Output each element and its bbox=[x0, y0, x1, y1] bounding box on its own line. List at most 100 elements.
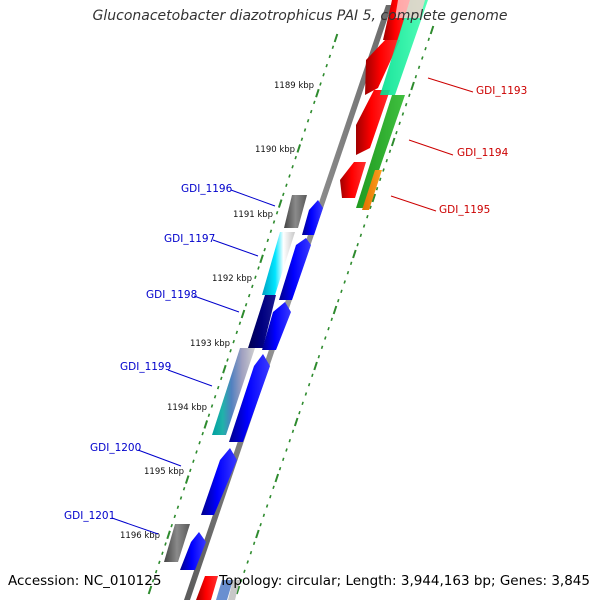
major-tick bbox=[240, 309, 246, 319]
minor-tick bbox=[325, 63, 328, 68]
gene-label-gdi-1197[interactable]: GDI_1197 bbox=[164, 233, 215, 245]
gene-gdi-1201-arrow[interactable] bbox=[180, 532, 206, 570]
minor-tick bbox=[263, 247, 266, 252]
kbp-label: 1192 kbp bbox=[212, 274, 252, 284]
kbp-label: 1196 kbp bbox=[120, 531, 160, 541]
accession-text: Accession: NC_010125 bbox=[8, 573, 162, 589]
minor-tick bbox=[269, 494, 272, 499]
gene-gdi-1198-arrow[interactable] bbox=[262, 302, 291, 350]
major-tick bbox=[429, 25, 435, 35]
gene-arrow[interactable] bbox=[216, 580, 233, 600]
gene-labels: GDI_1193 GDI_1194 GDI_1195 GDI_1196 GDI_… bbox=[64, 85, 527, 522]
right-tick-track bbox=[235, 25, 435, 595]
minor-tick bbox=[294, 155, 297, 160]
minor-tick bbox=[300, 137, 304, 141]
minor-tick bbox=[395, 130, 398, 135]
minor-tick bbox=[213, 395, 217, 399]
minor-tick bbox=[266, 238, 270, 243]
minor-tick bbox=[182, 487, 186, 491]
minor-tick bbox=[210, 404, 214, 408]
gene-green-arrow[interactable] bbox=[356, 95, 405, 208]
gene-gdi-1197-cyan-arrow[interactable] bbox=[262, 232, 295, 295]
gene-gdi-1200-arrow[interactable] bbox=[201, 448, 237, 515]
minor-tick bbox=[252, 541, 256, 546]
major-tick bbox=[235, 585, 241, 595]
minor-tick bbox=[164, 542, 167, 546]
gene-gdi-1195-arrow[interactable] bbox=[340, 162, 366, 198]
minor-tick bbox=[366, 214, 369, 219]
minor-tick bbox=[238, 321, 242, 325]
minor-tick bbox=[192, 459, 195, 463]
minor-tick bbox=[244, 303, 248, 307]
minor-tick bbox=[151, 579, 155, 583]
minor-tick bbox=[251, 284, 254, 289]
gene-faint-arrow[interactable] bbox=[395, 0, 425, 18]
gene-gdi-1194-arrow[interactable] bbox=[356, 90, 390, 155]
minor-tick bbox=[189, 468, 192, 473]
minor-tick bbox=[369, 205, 372, 210]
gene-arrow[interactable] bbox=[228, 580, 240, 600]
minor-tick bbox=[307, 382, 311, 387]
gene-arrow[interactable] bbox=[196, 576, 218, 600]
minor-tick bbox=[356, 242, 359, 247]
minor-tick bbox=[272, 220, 276, 224]
gene-label-gdi-1198[interactable]: GDI_1198 bbox=[146, 289, 197, 301]
minor-tick bbox=[375, 186, 379, 191]
minor-tick bbox=[309, 109, 313, 114]
gene-label-gdi-1193[interactable]: GDI_1193 bbox=[476, 85, 527, 97]
gene-mint-arrow[interactable] bbox=[380, 0, 428, 95]
reverse-strand-genes bbox=[164, 195, 323, 600]
gene-label-gdi-1199[interactable]: GDI_1199 bbox=[120, 361, 171, 373]
minor-tick bbox=[298, 410, 301, 415]
kbp-label: 1193 kbp bbox=[190, 339, 230, 349]
gene-arrow[interactable] bbox=[365, 40, 400, 95]
kbp-label: 1194 kbp bbox=[167, 403, 207, 413]
gene-grey-arrow[interactable] bbox=[164, 524, 190, 562]
minor-tick bbox=[328, 54, 332, 59]
gene-gdi-1197-arrow[interactable] bbox=[279, 238, 311, 300]
gene-gdi-1199-arrow[interactable] bbox=[229, 354, 270, 442]
gene-gdi-1198-navy-arrow[interactable] bbox=[248, 295, 276, 348]
gene-label-gdi-1194[interactable]: GDI_1194 bbox=[457, 147, 509, 159]
gene-label-gdi-1201[interactable]: GDI_1201 bbox=[64, 510, 115, 522]
minor-tick bbox=[173, 514, 177, 519]
minor-tick bbox=[327, 326, 330, 331]
minor-tick bbox=[243, 569, 246, 574]
minor-tick bbox=[201, 431, 204, 436]
minor-tick bbox=[346, 270, 350, 275]
label-leaders bbox=[111, 77, 474, 535]
minor-tick bbox=[161, 551, 164, 555]
minor-tick bbox=[398, 121, 401, 126]
gene-gdi-1199-mixed-arrow[interactable] bbox=[212, 348, 255, 435]
minor-tick bbox=[424, 46, 427, 51]
minor-tick bbox=[257, 266, 260, 270]
gene-orange-arrow[interactable] bbox=[362, 170, 382, 210]
minor-tick bbox=[232, 339, 235, 344]
kbp-label: 1195 kbp bbox=[144, 467, 184, 477]
minor-tick bbox=[272, 485, 275, 490]
genome-backbone bbox=[184, 5, 392, 600]
minor-tick bbox=[220, 376, 223, 381]
gene-label-gdi-1200[interactable]: GDI_1200 bbox=[90, 442, 141, 454]
major-tick bbox=[222, 364, 227, 374]
minor-tick bbox=[158, 560, 161, 565]
minor-tick bbox=[337, 298, 340, 303]
kbp-label: 1191 kbp bbox=[233, 210, 273, 220]
kbp-label: 1190 kbp bbox=[255, 145, 295, 155]
minor-tick bbox=[379, 177, 382, 182]
minor-tick bbox=[303, 128, 307, 132]
gene-gdi-1196-arrow[interactable] bbox=[302, 200, 323, 235]
minor-tick bbox=[198, 441, 201, 445]
major-tick bbox=[255, 529, 260, 539]
gene-label-gdi-1196[interactable]: GDI_1196 bbox=[181, 183, 233, 195]
minor-tick bbox=[319, 82, 322, 86]
minor-tick bbox=[408, 93, 411, 98]
minor-tick bbox=[427, 37, 430, 42]
gene-grey-arrow[interactable] bbox=[284, 195, 307, 228]
minor-tick bbox=[414, 74, 418, 79]
gene-label-gdi-1195[interactable]: GDI_1195 bbox=[439, 204, 490, 216]
major-tick bbox=[371, 193, 377, 203]
minor-tick bbox=[301, 401, 304, 406]
major-tick bbox=[296, 144, 302, 153]
